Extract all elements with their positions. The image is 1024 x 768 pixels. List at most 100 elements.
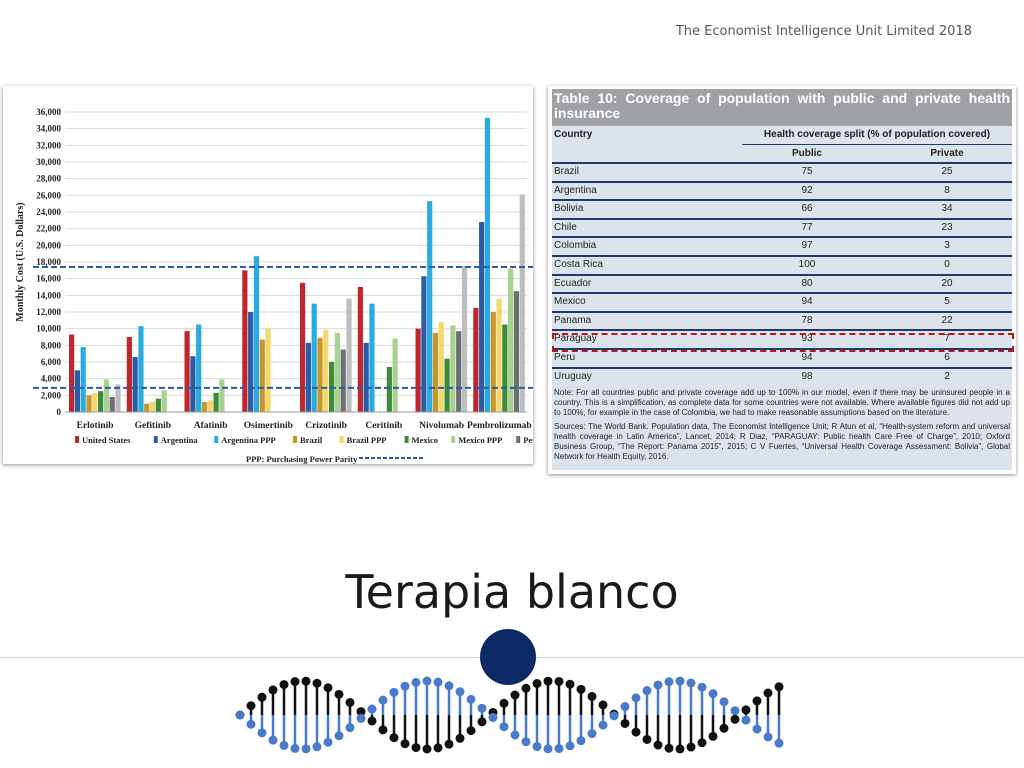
dna-node bbox=[268, 685, 278, 695]
dna-node bbox=[268, 735, 278, 745]
dna-node bbox=[235, 710, 245, 720]
cell-country: Paraguay bbox=[554, 333, 597, 345]
y-tick-label: 28,000 bbox=[36, 174, 61, 184]
bar bbox=[479, 222, 485, 412]
legend-swatch bbox=[404, 436, 409, 443]
dna-node bbox=[257, 728, 267, 738]
cell-country: Brazil bbox=[554, 166, 580, 177]
dna-node bbox=[587, 729, 597, 739]
bar bbox=[149, 402, 156, 412]
cell-country: Chile bbox=[554, 221, 577, 233]
legend-label: Mexico PPP bbox=[458, 435, 502, 445]
bar bbox=[196, 324, 202, 412]
copyright-credit: The Economist Intelligence Unit Limited … bbox=[675, 24, 972, 39]
table-row: Panama 78 22 bbox=[552, 310, 1012, 329]
cell-private: 20 bbox=[941, 277, 953, 289]
y-tick-label: 26,000 bbox=[36, 190, 61, 200]
table-row: Bolivia 66 34 bbox=[552, 199, 1012, 217]
bar bbox=[115, 384, 121, 412]
dna-node bbox=[752, 696, 762, 706]
table-title: Table 10: Coverage of population with pu… bbox=[552, 89, 1012, 126]
table-header: Country Health coverage split (% of popu… bbox=[552, 126, 1012, 162]
dna-node bbox=[378, 725, 388, 735]
dna-node bbox=[543, 676, 553, 686]
y-tick-label: 34,000 bbox=[36, 124, 61, 134]
cell-private: 5 bbox=[944, 296, 950, 308]
dna-node bbox=[510, 730, 520, 740]
bar bbox=[461, 266, 468, 412]
table-row: Chile 77 23 bbox=[552, 217, 1012, 236]
bar bbox=[421, 276, 427, 412]
cell-public: 98 bbox=[801, 370, 813, 382]
dna-node bbox=[631, 693, 641, 703]
x-category-label: Afatinib bbox=[194, 421, 228, 431]
legend-label: Argentina PPP bbox=[221, 435, 276, 445]
bar bbox=[138, 326, 144, 412]
bar bbox=[473, 307, 479, 412]
cell-private: 22 bbox=[941, 314, 953, 326]
cell-private: 25 bbox=[941, 166, 953, 177]
dna-node bbox=[598, 700, 608, 710]
bar bbox=[184, 331, 190, 412]
dna-node bbox=[620, 718, 630, 728]
y-tick-label: 30,000 bbox=[36, 157, 61, 167]
bar bbox=[432, 332, 439, 412]
bar bbox=[219, 379, 225, 412]
dna-node bbox=[697, 738, 707, 748]
y-tick-label: 36,000 bbox=[36, 107, 61, 117]
cell-country: Ecuador bbox=[554, 277, 592, 289]
dna-node bbox=[521, 683, 531, 693]
dna-node bbox=[422, 744, 432, 754]
dna-node bbox=[554, 676, 564, 686]
dna-node bbox=[741, 715, 751, 725]
slide-title: Terapia blanco bbox=[345, 565, 679, 619]
dna-node bbox=[301, 744, 311, 754]
y-tick-label: 4,000 bbox=[41, 374, 62, 384]
bar bbox=[496, 298, 502, 412]
legend-label: Brazil bbox=[300, 435, 323, 445]
bar bbox=[86, 395, 92, 412]
table-row: Paraguay 93 7 bbox=[552, 329, 1012, 347]
bar bbox=[265, 328, 271, 412]
cell-private: 2 bbox=[944, 370, 950, 382]
dna-node bbox=[422, 676, 432, 686]
dna-node bbox=[730, 706, 740, 716]
x-category-label: Pembrolizumab bbox=[467, 421, 532, 431]
table-row: Colombia 97 3 bbox=[552, 236, 1012, 254]
y-tick-label: 16,000 bbox=[36, 274, 61, 284]
dna-node bbox=[587, 691, 597, 701]
dna-node bbox=[499, 722, 509, 732]
dna-node bbox=[400, 739, 410, 749]
dna-node bbox=[510, 690, 520, 700]
bar bbox=[213, 392, 219, 412]
table-row: Argentina 92 8 bbox=[552, 180, 1012, 199]
dna-node bbox=[345, 723, 355, 733]
dna-node bbox=[290, 743, 300, 753]
table-row: Uruguay 98 2 bbox=[552, 366, 1012, 385]
bar bbox=[300, 282, 306, 412]
cell-country: Colombia bbox=[554, 240, 597, 252]
bar bbox=[259, 339, 265, 412]
y-tick-label: 6,000 bbox=[41, 357, 62, 367]
bar bbox=[144, 403, 150, 412]
table-row: Costa Rica 100 0 bbox=[552, 255, 1012, 273]
dna-node bbox=[730, 714, 740, 724]
dna-node bbox=[334, 731, 344, 741]
dna-node bbox=[279, 740, 289, 750]
legend-swatch bbox=[451, 436, 456, 443]
bar bbox=[340, 349, 346, 412]
dna-node bbox=[466, 726, 476, 736]
dna-node bbox=[576, 684, 586, 694]
x-category-label: Erlotinib bbox=[77, 421, 114, 431]
dna-node bbox=[763, 732, 773, 742]
table-row: Peru 94 6 bbox=[552, 348, 1012, 366]
dna-node bbox=[774, 738, 784, 748]
bar-chart-svg: 0 2,000 4,000 6,000 8,000 10,000 12,000 14,000 1… bbox=[15, 107, 533, 464]
cell-private: 0 bbox=[944, 259, 950, 270]
dna-node bbox=[532, 741, 542, 751]
bar bbox=[80, 347, 86, 412]
bar bbox=[386, 367, 392, 412]
dna-node bbox=[312, 742, 322, 752]
dna-node bbox=[323, 737, 333, 747]
legend-label: United States bbox=[82, 435, 131, 445]
